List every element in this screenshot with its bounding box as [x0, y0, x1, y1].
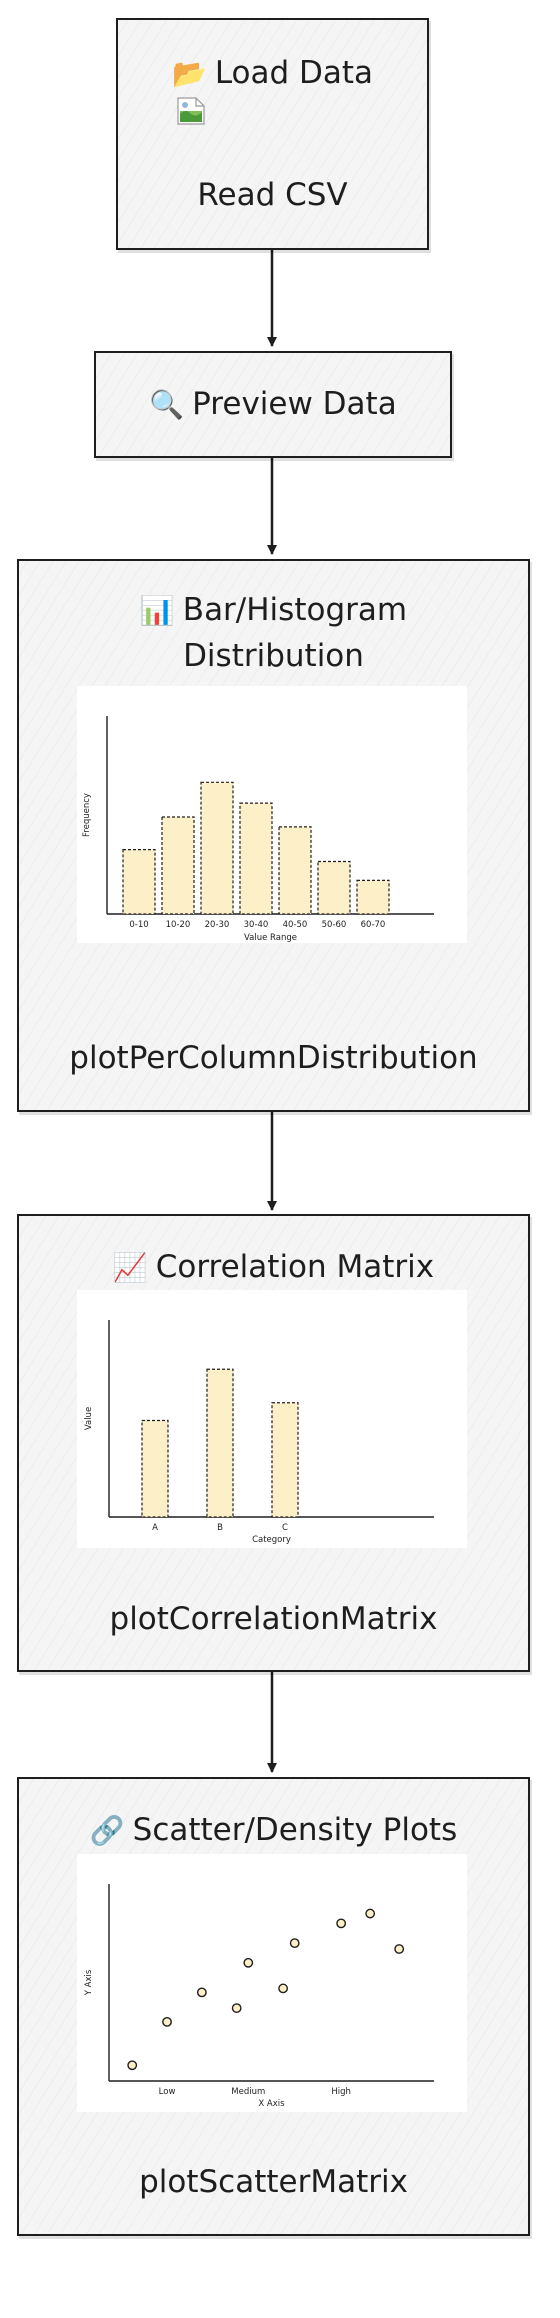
folder-icon: 📂 [171, 57, 207, 90]
scatter-point [278, 1983, 289, 1994]
scatter-chart: X Axis Y Axis Low Medium High [84, 1884, 434, 2109]
link-icon: 🔗 [89, 1814, 125, 1847]
tick-label-C: C [282, 1523, 288, 1533]
correlation-panel: Category Value A B C [77, 1290, 467, 1548]
histogram-panel: Value Range Frequency 0-10 10-20 20-30 30-40 4… [77, 686, 467, 943]
tick-label-B: B [217, 1523, 223, 1533]
scatter-point [336, 1918, 347, 1929]
scatter-point [243, 1957, 254, 1968]
scatter-point [162, 2016, 172, 2027]
correlation-function-label: plotCorrelationMatrix [109, 1601, 438, 1637]
y-axis-label: Frequency [82, 793, 92, 837]
scatter-panel: X Axis Y Axis Low Medium High [77, 1854, 467, 2112]
distribution-function-label: plotPerColumnDistribution [69, 1040, 478, 1076]
x-axis-label: Value Range [244, 933, 297, 943]
correlation-title: Correlation Matrix [155, 1249, 435, 1285]
tick-label-60-70: 60-70 [361, 920, 386, 930]
preview-data-title: Preview Data [192, 386, 397, 422]
bar-40-50 [278, 826, 312, 915]
tick-label-A: A [152, 1523, 158, 1533]
bar-10-20 [161, 816, 195, 915]
tick-label-20-30: 20-30 [205, 920, 230, 930]
preview-data-node[interactable]: 🔍 Preview Data [94, 351, 452, 458]
scatter-function-label: plotScatterMatrix [139, 2164, 408, 2200]
scatter-point [127, 2060, 138, 2071]
scatter-title: Scatter/Density Plots [132, 1812, 458, 1848]
y-axis-label: Y Axis [84, 1969, 94, 1996]
correlation-chart: Category Value A B C [84, 1320, 434, 1545]
bar-60-70 [356, 879, 390, 915]
line-chart-icon: 📈 [112, 1251, 148, 1284]
magnifier-icon: 🔍 [149, 388, 185, 421]
y-axis-label: Value [84, 1407, 94, 1430]
bar-C [271, 1402, 299, 1518]
distribution-title-line2: Distribution [183, 638, 364, 674]
load-data-title: Load Data [214, 55, 374, 91]
tick-label-medium: Medium [231, 2087, 265, 2097]
x-axis-label: X Axis [258, 2099, 285, 2109]
tick-label-10-20: 10-20 [166, 920, 191, 930]
bar-B [206, 1368, 234, 1518]
scatter-point [231, 2003, 242, 2014]
bar-30-40 [239, 802, 273, 915]
bar-0-10 [122, 849, 156, 915]
distribution-title: Bar/Histogram [182, 592, 408, 628]
tick-label-high: High [331, 2087, 351, 2097]
tick-label-0-10: 0-10 [129, 920, 148, 930]
scatter-point [196, 1987, 207, 1998]
scatter-point [289, 1938, 300, 1949]
bar-50-60 [317, 860, 351, 915]
bar-20-30 [200, 781, 234, 915]
histogram-chart: Value Range Frequency 0-10 10-20 20-30 30-40 4… [82, 716, 434, 943]
scatter-point [365, 1908, 376, 1919]
broken-image-icon [177, 97, 205, 125]
tick-label-low: Low [159, 2087, 176, 2097]
scatter-point [394, 1944, 405, 1954]
x-axis-label: Category [252, 1535, 291, 1545]
bar-A [141, 1419, 169, 1518]
load-data-node[interactable]: 📂 Load Data Read CSV [116, 18, 429, 250]
scatter-node[interactable]: 🔗 Scatter/Density Plots X Axis Y Axis Low Me… [17, 1777, 530, 2236]
correlation-node[interactable]: 📈 Correlation Matrix Category Value A B C plo… [17, 1214, 530, 1672]
tick-label-30-40: 30-40 [244, 920, 269, 930]
bar-chart-icon: 📊 [139, 594, 175, 627]
tick-label-50-60: 50-60 [322, 920, 347, 930]
tick-label-40-50: 40-50 [283, 920, 308, 930]
distribution-node[interactable]: 📊 Bar/Histogram Distribution Value Range F… [17, 559, 530, 1112]
read-csv-label: Read CSV [197, 177, 348, 213]
